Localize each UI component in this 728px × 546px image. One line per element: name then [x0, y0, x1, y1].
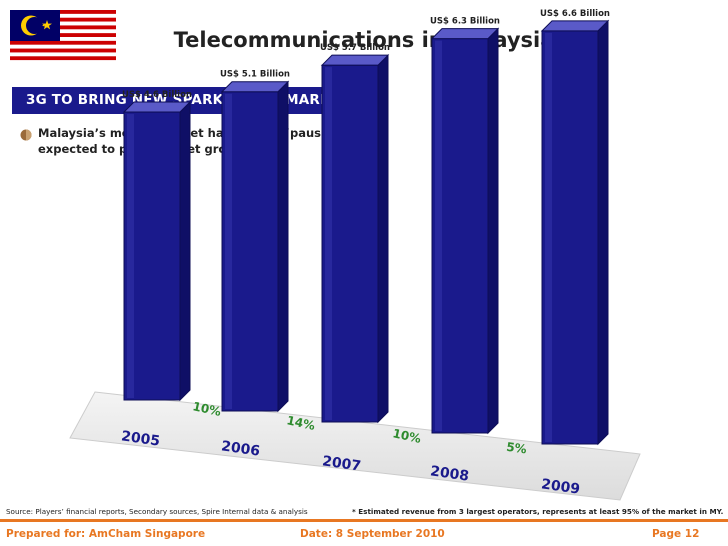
growth-label: 10% [191, 399, 222, 419]
value-label: US$ 5.1 Billion [220, 70, 290, 80]
source-note: Source: Players’ financial reports, Seco… [6, 507, 308, 516]
year-label: 2006 [220, 438, 261, 459]
bullet-text: Malaysia’s mobile market has almost “pau… [38, 126, 386, 156]
section-banner: 3G TO BRING NEW SPARK IN THE MARKET [12, 87, 364, 114]
page-title: Telecommunications in Malaysia [173, 28, 555, 52]
year-label: 2007 [321, 453, 362, 474]
estimate-note: * Estimated revenue from 3 largest opera… [352, 507, 724, 516]
growth-label: 14% [285, 413, 316, 433]
year-label: 2005 [120, 428, 161, 449]
footer-prepared-for: Prepared for: AmCham Singapore [6, 528, 206, 540]
footer-date: Date: 8 September 2010 [300, 528, 445, 540]
footer-divider [0, 519, 728, 522]
value-label: US$ 6.3 Billion [430, 17, 500, 27]
chart-floor [69, 391, 641, 501]
year-label: 2009 [540, 476, 581, 497]
value-label: US$ 6.6 Billion [540, 9, 610, 19]
growth-label: 5% [505, 440, 527, 457]
footer-page-number: Page 12 [652, 528, 700, 540]
year-label: 2008 [429, 463, 470, 484]
banner-label: 3G TO BRING NEW SPARK IN THE MARKET [26, 92, 350, 108]
growth-label: 10% [391, 426, 422, 446]
bar-2008 [430, 27, 500, 435]
bar-2009 [540, 19, 610, 446]
malaysia-flag-icon [10, 10, 116, 64]
bullet-icon [20, 129, 32, 141]
